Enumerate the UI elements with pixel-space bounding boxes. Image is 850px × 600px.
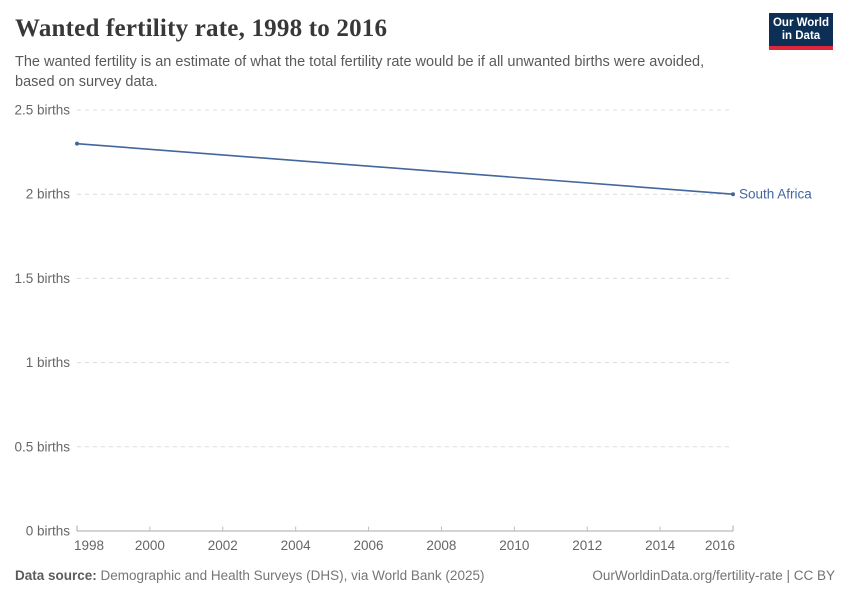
owid-logo-text: Our World [772,17,829,29]
chart-title: Wanted fertility rate, 1998 to 2016 [15,15,388,42]
series-label[interactable]: South Africa [739,187,812,202]
chart-footer: Data source: Demographic and Health Surv… [15,568,835,583]
chart-subtitle-line: The wanted fertility is an estimate of w… [15,54,705,70]
credit-link[interactable]: OurWorldinData.org/fertility-rate | CC B… [592,568,835,583]
data-source-label: Data source: [15,568,97,583]
y-tick-label: 1.5 births [14,271,70,286]
y-tick-label: 2 births [26,187,71,202]
x-tick-label: 2006 [354,538,384,553]
x-tick-label: 2002 [208,538,238,553]
x-tick-label: 2010 [499,538,529,553]
series-line[interactable] [76,142,734,195]
x-tick-label: 2008 [426,538,456,553]
y-tick-label: 2.5 births [14,103,70,118]
owid-logo[interactable]: Our World in Data [769,13,833,50]
data-source-text: Demographic and Health Surveys (DHS), vi… [100,568,485,583]
data-point[interactable] [75,141,79,146]
chart-canvas[interactable]: 0 births 0.5 births 1 births 1.5 births 2 bi… [0,95,850,565]
data-source: Data source: Demographic and Health Surv… [15,568,484,583]
chart-subtitle: The wanted fertility is an estimate of w… [15,52,704,92]
x-tick-label: 2000 [135,538,165,553]
data-point[interactable] [731,192,735,197]
y-tick-label: 0 births [26,524,71,539]
x-tick-label: 2016 [705,538,735,553]
chart-subtitle-line: based on survey data. [15,74,158,90]
x-tick-label: 1998 [74,538,104,553]
x-tick-label: 2012 [572,538,602,553]
x-tick-label: 2004 [281,538,312,553]
y-tick-label: 1 births [26,355,71,370]
x-tick-label: 2014 [645,538,676,553]
y-tick-label: 0.5 births [14,439,70,454]
owid-logo-text: in Data [781,30,821,42]
